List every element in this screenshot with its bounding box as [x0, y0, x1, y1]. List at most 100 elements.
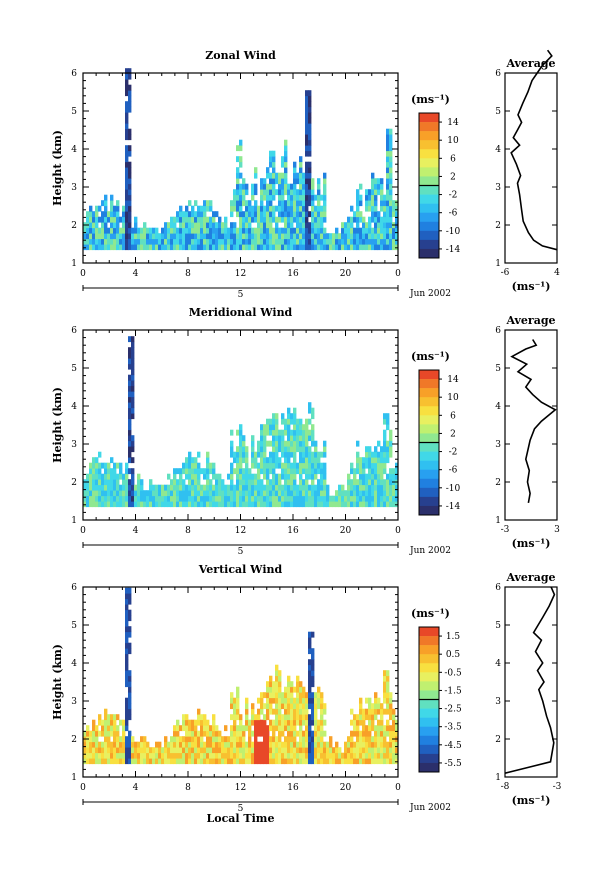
- heatmap-cell: [356, 752, 360, 759]
- heatmap-cell: [209, 227, 213, 234]
- heatmap-cell: [272, 495, 276, 502]
- heatmap-cell: [362, 752, 366, 759]
- heatmap-cell: [374, 200, 378, 207]
- heatmap-cell: [149, 479, 153, 486]
- heatmap-cell: [356, 200, 360, 207]
- colorbar-swatch: [419, 663, 439, 673]
- heatmap-cell: [89, 479, 93, 486]
- heatmap-cell: [299, 435, 303, 442]
- heatmap-cell: [221, 752, 225, 759]
- colorbar-swatch: [419, 744, 439, 755]
- heatmap-cell: [305, 429, 309, 436]
- heatmap-cell: [194, 479, 198, 486]
- heatmap-cell: [170, 233, 174, 240]
- heatmap-cell: [128, 587, 132, 594]
- heatmap-cell: [266, 216, 270, 223]
- heatmap-cell: [386, 725, 390, 732]
- heatmap-cell: [299, 424, 303, 431]
- heatmap-cell: [251, 484, 255, 491]
- colorbar-swatch: [419, 149, 439, 159]
- heatmap-cell: [263, 752, 267, 759]
- heatmap-cell: [248, 244, 252, 251]
- heatmap-cell: [293, 686, 297, 693]
- heatmap-cell: [230, 714, 234, 721]
- heatmap-cell: [362, 479, 366, 486]
- heatmap-cell: [368, 714, 372, 721]
- heatmap-cell: [83, 484, 87, 491]
- heatmap-cell: [212, 211, 216, 218]
- heatmap-cell: [305, 161, 309, 168]
- heatmap-cell: [131, 440, 135, 447]
- heatmap-cell: [179, 490, 183, 497]
- heatmap-cell: [263, 222, 267, 229]
- heatmap-cell: [230, 747, 234, 754]
- heatmap-cell: [260, 719, 264, 726]
- heatmap-cell: [89, 233, 93, 240]
- heatmap-cell: [257, 468, 261, 475]
- heatmap-cell: [281, 697, 285, 704]
- heatmap-cell: [266, 462, 270, 469]
- heatmap-cell: [152, 747, 156, 754]
- heatmap-cell: [188, 741, 192, 748]
- heatmap-cell: [392, 495, 396, 502]
- heatmap-cell: [293, 216, 297, 223]
- colorbar-swatch: [419, 690, 439, 700]
- heatmap-cell: [254, 216, 258, 223]
- heatmap-cell: [248, 227, 252, 234]
- heatmap-cell: [392, 490, 396, 497]
- colorbar-tick-label: 10: [447, 136, 459, 146]
- heatmap-cell: [392, 473, 396, 480]
- heatmap-cell: [281, 451, 285, 458]
- heatmap-cell: [221, 484, 225, 491]
- heatmap-cell: [170, 758, 174, 765]
- average-frame: [504, 329, 558, 521]
- heatmap-cell: [296, 233, 300, 240]
- heatmap-cell: [344, 490, 348, 497]
- heatmap-cell: [317, 211, 321, 218]
- x-tick-label: 4: [133, 526, 139, 536]
- heatmap-cell: [248, 725, 252, 732]
- heatmap-cell: [266, 758, 270, 765]
- heatmap-cell: [287, 752, 291, 759]
- heatmap-cell: [197, 216, 201, 223]
- heatmap-cell: [317, 484, 321, 491]
- heatmap-cell: [320, 211, 324, 218]
- heatmap-cell: [188, 484, 192, 491]
- heatmap-cell: [188, 752, 192, 759]
- heatmap-cell: [293, 703, 297, 710]
- heatmap-cell: [323, 719, 327, 726]
- y-tick-label: 4: [71, 402, 77, 412]
- heatmap-cell: [167, 741, 171, 748]
- heatmap-cell: [377, 451, 381, 458]
- heatmap-cell: [128, 484, 132, 491]
- heatmap-cell: [98, 714, 102, 721]
- heatmap-cell: [251, 490, 255, 497]
- heatmap-cell: [278, 484, 282, 491]
- heatmap-cell: [335, 227, 339, 234]
- heatmap-cell: [272, 479, 276, 486]
- heatmap-cell: [179, 468, 183, 475]
- heatmap-cell: [284, 457, 288, 464]
- colorbar-swatch: [419, 424, 439, 434]
- heatmap-cell: [266, 490, 270, 497]
- heatmap-cell: [365, 495, 369, 502]
- heatmap-cell: [302, 244, 306, 251]
- heatmap-cell: [137, 473, 141, 480]
- heatmap-cell: [263, 484, 267, 491]
- x-tick-label: 0: [395, 269, 401, 279]
- heatmap-cell: [272, 484, 276, 491]
- heatmap-cell: [257, 730, 261, 737]
- y-tick-label: 6: [71, 69, 77, 79]
- heatmap-cell: [374, 714, 378, 721]
- heatmap-cell: [389, 145, 393, 152]
- heatmap-cell: [272, 205, 276, 212]
- heatmap-cell: [356, 233, 360, 240]
- heatmap-cell: [341, 495, 345, 502]
- heatmap-cell: [311, 424, 315, 431]
- heatmap-cell: [284, 692, 288, 699]
- heatmap-cell: [86, 244, 90, 251]
- heatmap-cell: [128, 752, 132, 759]
- heatmap-cell: [374, 479, 378, 486]
- heatmap-cell: [275, 451, 279, 458]
- heatmap-cell: [263, 736, 267, 743]
